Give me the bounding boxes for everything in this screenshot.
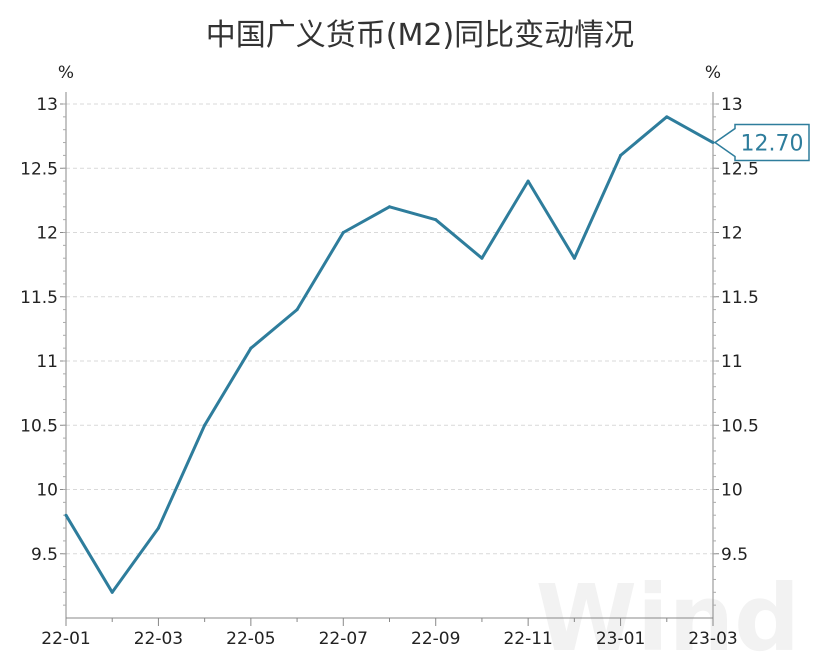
- right-y-tick-label: 12: [721, 224, 743, 244]
- series-line: [64, 115, 714, 594]
- data-point: [249, 346, 253, 350]
- left-axis-unit: %: [58, 63, 74, 83]
- right-y-tick-label: 13: [721, 95, 743, 115]
- left-y-tick-label: 9.5: [31, 545, 58, 565]
- watermark-logo: Wind: [536, 565, 800, 663]
- left-y-tick-label: 11.5: [20, 288, 58, 308]
- right-axis-unit: %: [705, 63, 721, 83]
- data-point: [156, 526, 160, 530]
- last-value-label: 12.70: [741, 132, 804, 157]
- data-point: [619, 153, 623, 157]
- data-point: [295, 308, 299, 312]
- x-tick-label: 22-03: [134, 629, 183, 649]
- x-tick-label: 22-05: [226, 629, 275, 649]
- x-tick-label: 23-03: [688, 629, 737, 649]
- data-point: [388, 205, 391, 209]
- x-tick-label: 22-09: [411, 629, 460, 649]
- right-y-tick-label: 10: [721, 481, 743, 501]
- data-point: [572, 256, 576, 260]
- right-y-tick-label: 11: [721, 352, 743, 372]
- x-tick-label: 23-01: [596, 629, 645, 649]
- x-tick-label: 22-01: [41, 629, 90, 649]
- data-point: [526, 179, 530, 183]
- right-y-tick-label: 10.5: [721, 416, 759, 436]
- left-y-tick-label: 10.5: [20, 416, 58, 436]
- data-point: [341, 231, 345, 234]
- chart-title: 中国广义货币(M2)同比变动情况: [206, 18, 634, 53]
- left-y-tick-label: 11: [36, 352, 58, 372]
- right-y-tick-label: 12.5: [721, 159, 759, 179]
- left-y-tick-label: 10: [36, 481, 58, 501]
- data-point: [711, 141, 715, 145]
- x-tick-label: 22-07: [319, 629, 368, 649]
- right-y-tick-label: 11.5: [721, 288, 759, 308]
- data-point: [64, 513, 68, 517]
- right-y-tick-label: 9.5: [721, 545, 748, 565]
- left-y-tick-label: 12: [36, 224, 58, 244]
- left-y-tick-label: 13: [36, 95, 58, 115]
- x-tick-label: 22-11: [503, 629, 552, 649]
- data-point: [110, 590, 114, 594]
- data-point: [480, 256, 484, 260]
- data-point: [434, 218, 438, 222]
- left-y-tick-label: 12.5: [20, 159, 58, 179]
- data-point: [203, 423, 207, 427]
- data-point: [665, 115, 669, 119]
- last-value-callout: [713, 123, 810, 162]
